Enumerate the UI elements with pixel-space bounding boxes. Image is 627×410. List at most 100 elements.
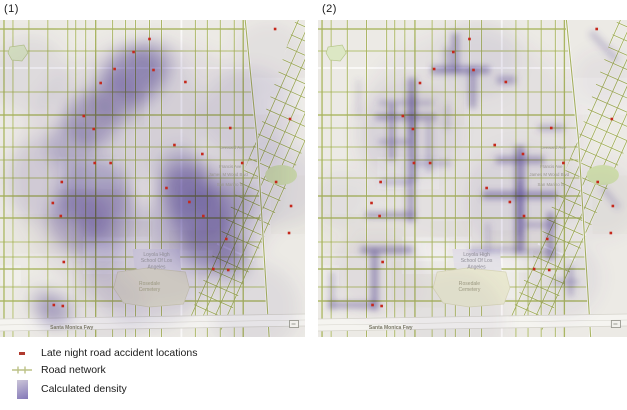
accident-point [188, 200, 191, 204]
accident-point [52, 303, 56, 307]
legend-item-accidents: Late night road accident locations [12, 346, 197, 360]
accident-point [288, 117, 292, 121]
accident-point [201, 152, 204, 156]
accident-point [228, 126, 232, 130]
accident-point [472, 68, 475, 72]
map-panel-1: Santa Monica Fwy Rosedale Cemetery Loyola H… [0, 20, 305, 337]
accident-point [562, 161, 565, 165]
accident-point [62, 260, 66, 264]
map-attribution-icon [289, 320, 299, 328]
accident-point [148, 37, 151, 41]
accident-point [521, 152, 525, 156]
accident-point [412, 161, 416, 165]
green-patch-topleft [325, 44, 347, 62]
accident-point [61, 304, 65, 308]
accident-point [609, 231, 613, 235]
density-swatch-icon [16, 379, 28, 399]
accident-point [468, 37, 471, 41]
accident-point [381, 260, 384, 264]
school-grounds [452, 249, 502, 274]
cemetery-label: Rosedale [459, 281, 481, 287]
school-label: Loyola High [143, 252, 170, 258]
accident-point [165, 186, 168, 190]
legend-item-density: Calculated density [12, 379, 127, 399]
cemetery-label: Cemetery [139, 287, 161, 293]
accident-point [113, 67, 116, 71]
school-label: School Of Los [461, 258, 493, 264]
accident-point [532, 267, 536, 271]
street-label-sanmarino: San Marino St [538, 182, 566, 187]
density-layer [0, 22, 305, 337]
accident-point [545, 237, 549, 241]
accident-point [371, 303, 374, 307]
school-label: Angeles [467, 264, 486, 270]
street-label-francis: Francis Ave [540, 164, 563, 169]
accident-point [370, 201, 373, 205]
accident-point [485, 186, 488, 190]
legend-label-accidents: Late night road accident locations [41, 347, 198, 359]
accident-point [418, 81, 422, 85]
accident-point [493, 143, 497, 147]
street-label-jmwood: James M Wood Blvd [209, 172, 249, 177]
road-network-icon [12, 365, 32, 375]
accident-point [504, 80, 508, 84]
freeway-label: Santa Monica Fwy [369, 325, 413, 331]
map-panel-2: Santa Monica Fwy Rosedale Cemetery Loyola H… [318, 20, 627, 337]
accident-point [60, 180, 64, 184]
accident-point [93, 161, 96, 165]
accident-point [82, 114, 86, 118]
density-layer [318, 20, 627, 337]
street-label-leeward: Leeward Ave [220, 145, 245, 150]
accident-point-icon [19, 351, 25, 355]
school-label: Angeles [147, 264, 165, 270]
street-label-sanmarino: San Marino St [217, 182, 245, 187]
legend-label-density: Calculated density [41, 383, 127, 395]
accident-point [289, 204, 293, 208]
accident-point [378, 214, 381, 218]
accident-point [452, 50, 455, 54]
accident-point [132, 50, 135, 54]
accident-point [432, 67, 436, 71]
school-label: Loyola High [463, 252, 490, 258]
accident-point [610, 117, 614, 121]
accident-point [508, 200, 512, 204]
accident-point [287, 231, 291, 235]
accident-point [59, 214, 63, 218]
accident-points-layer [370, 27, 615, 308]
accident-point [202, 214, 205, 218]
school-label: School Of Los [141, 258, 173, 264]
accident-point [379, 180, 382, 184]
accident-point [99, 81, 102, 85]
accident-point [596, 180, 600, 184]
accident-points-layer [51, 27, 293, 308]
legend-label-roads: Road network [41, 364, 106, 376]
panel-1-label: (1) [4, 3, 19, 15]
accident-point [401, 114, 405, 118]
cemetery-label: Rosedale [139, 281, 160, 287]
accident-point [51, 201, 55, 205]
accident-point [380, 304, 383, 308]
accident-point [611, 204, 615, 208]
accident-point [184, 80, 187, 84]
street-label-francis: Francis Ave [219, 164, 242, 169]
street-label-jmwood: James M Wood Blvd [529, 172, 569, 177]
accident-point [547, 268, 551, 272]
legend-item-roads: Road network [12, 363, 106, 377]
accident-point [240, 161, 244, 165]
accident-point [212, 267, 215, 271]
accident-point [152, 68, 155, 72]
panel-2-label: (2) [322, 3, 337, 15]
map-attribution-icon [610, 320, 621, 328]
accident-point [549, 126, 553, 130]
accident-point [173, 143, 176, 147]
accident-point [522, 214, 526, 218]
street-label-leeward: Leeward Ave [541, 145, 567, 150]
accident-point [273, 27, 277, 31]
accident-point [411, 127, 415, 131]
cemetery-label: Cemetery [459, 287, 481, 293]
accident-point [92, 127, 95, 131]
